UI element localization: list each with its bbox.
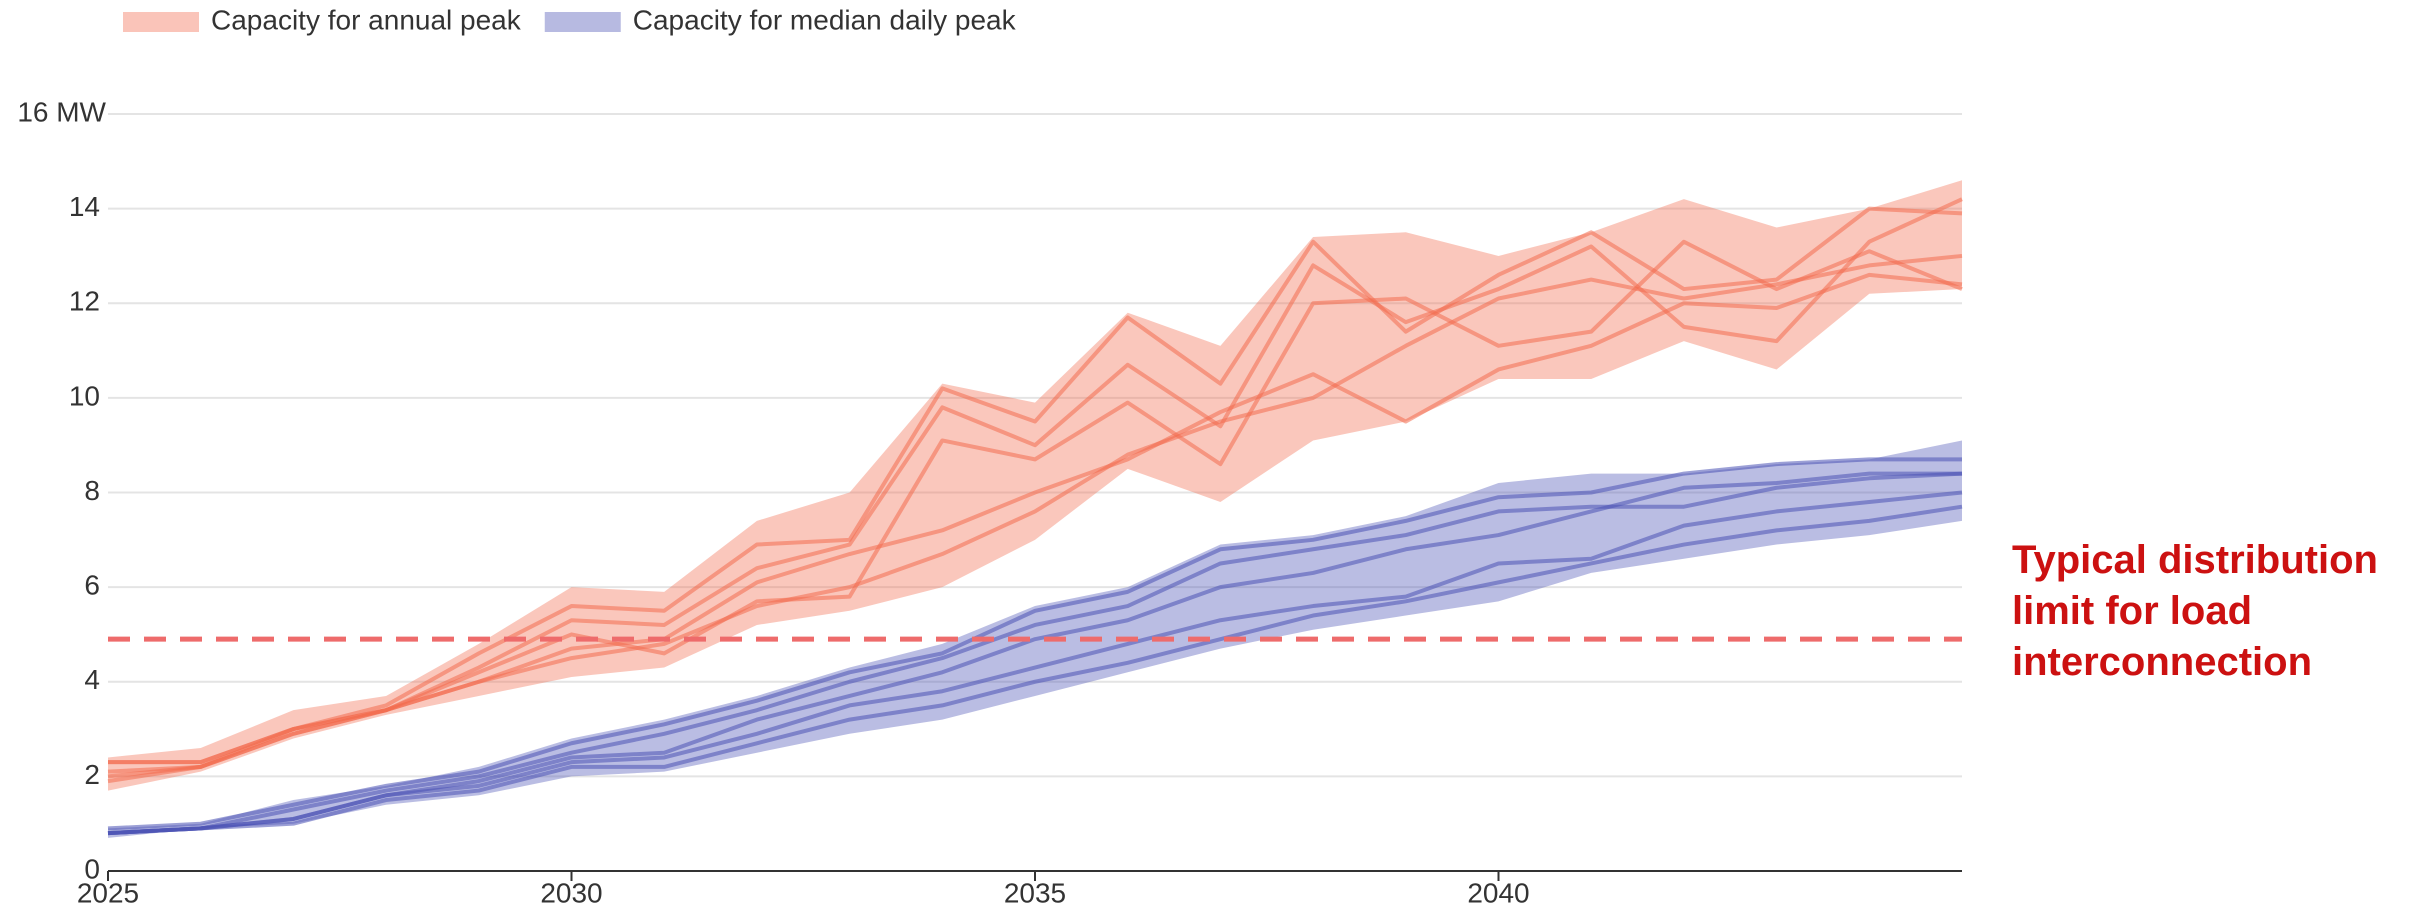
y-tick-label: 12 [69, 286, 100, 317]
y-tick-label: 10 [69, 380, 100, 411]
x-tick-label: 2040 [1467, 877, 1529, 908]
annotation-text: Typical distribution limit for load inte… [2012, 538, 2378, 684]
y-tick-label: 16 MW [17, 96, 106, 127]
legend-label: Capacity for annual peak [211, 4, 522, 35]
x-tick-label: 2035 [1004, 877, 1066, 908]
scenario-line [107, 504, 1963, 836]
scenario-line [107, 471, 1963, 836]
y-tick-label: 0 [84, 853, 100, 884]
x-tick-label: 2025 [77, 877, 139, 908]
y-tick-label: 4 [84, 664, 100, 695]
y-tick-label: 8 [84, 475, 100, 506]
y-tick-label: 2 [84, 759, 100, 790]
scenario-line [107, 490, 1963, 836]
legend-swatch [544, 12, 621, 32]
y-tick-label: 6 [84, 570, 100, 601]
y-tick-label: 14 [69, 191, 100, 222]
scenario-line [107, 253, 1963, 774]
scenario-line [108, 239, 1963, 765]
legend-swatch [123, 12, 199, 32]
scenario-line [107, 457, 1962, 831]
band [108, 180, 1962, 791]
x-tick-label: 2030 [540, 877, 602, 908]
legend-label: Capacity for median daily peak [633, 4, 1017, 35]
